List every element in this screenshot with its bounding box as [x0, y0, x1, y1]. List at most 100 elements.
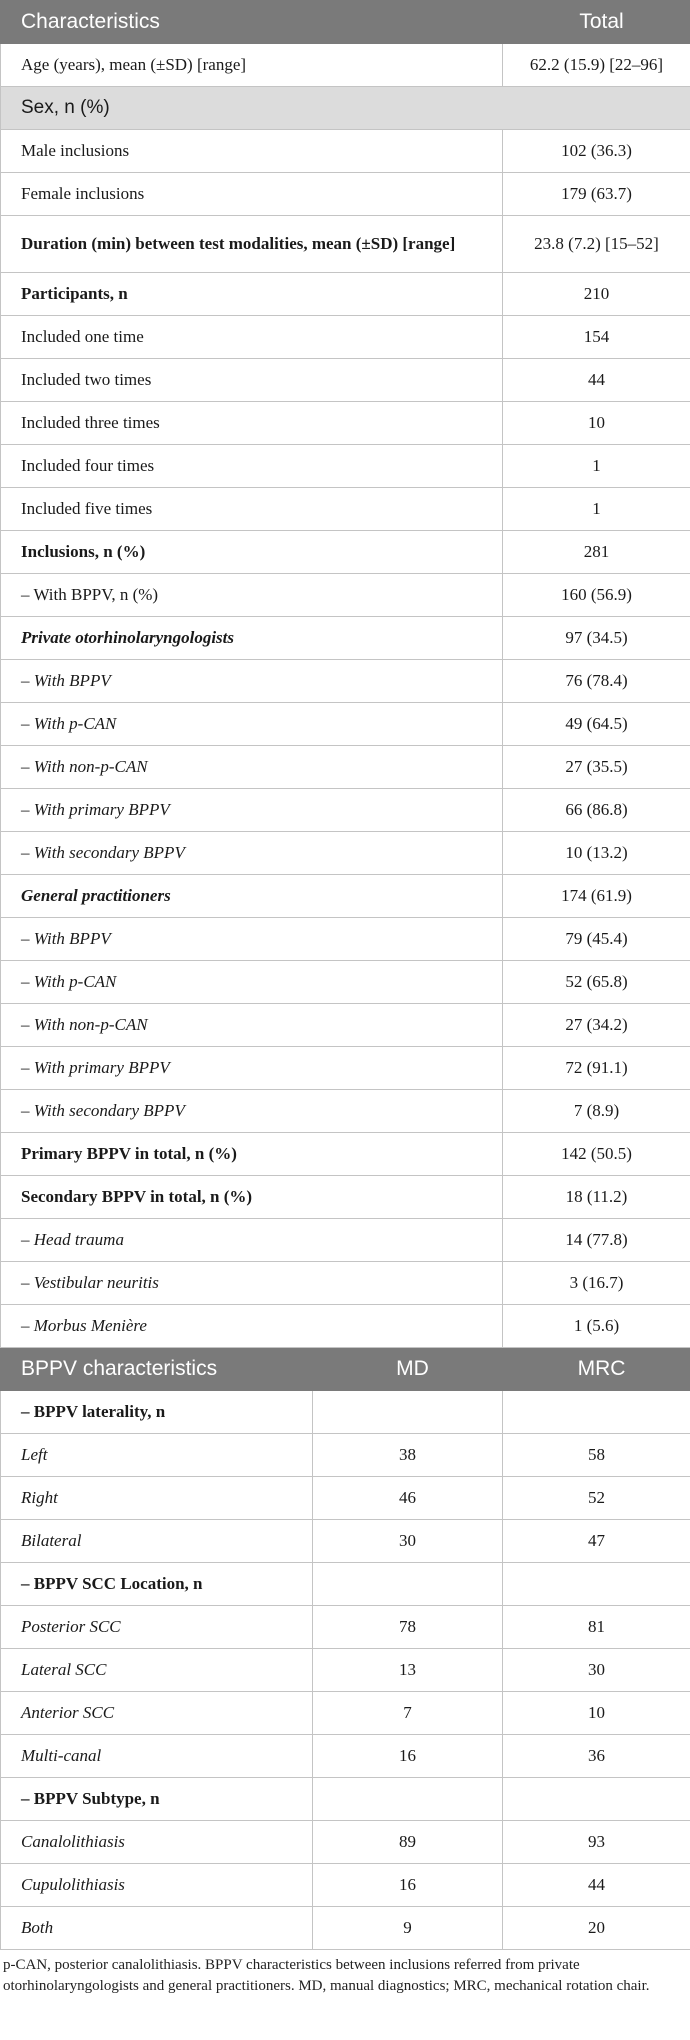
table-row: – With secondary BPPV 10 (13.2): [0, 831, 690, 875]
table-footnote: p-CAN, posterior canalolithiasis. BPPV c…: [3, 1957, 650, 1994]
row-label: – With p-CAN: [0, 960, 503, 1004]
row-label: Inclusions, n (%): [0, 530, 503, 574]
table-row: – With primary BPPV 72 (91.1): [0, 1046, 690, 1090]
table-row: Male inclusions 102 (36.3): [0, 129, 690, 173]
md-value: [312, 1562, 503, 1606]
row-label: Included three times: [0, 401, 503, 445]
table-row: Included three times 10: [0, 401, 690, 445]
row-label: – With BPPV: [0, 917, 503, 961]
table-row: Bilateral 30 47: [0, 1519, 690, 1563]
section-label: Sex, n (%): [0, 86, 690, 130]
row-value: 210: [502, 272, 690, 316]
table-row: – With BPPV 76 (78.4): [0, 659, 690, 703]
table-container: Characteristics Total Age (years), mean …: [0, 0, 690, 1994]
table-row: – With BPPV 79 (45.4): [0, 917, 690, 961]
row-label: – BPPV laterality, n: [0, 1390, 313, 1434]
row-label: – Vestibular neuritis: [0, 1261, 503, 1305]
table-row: Included four times 1: [0, 444, 690, 488]
header-mrc: MRC: [502, 1347, 690, 1391]
row-value: 76 (78.4): [502, 659, 690, 703]
row-value: 7 (8.9): [502, 1089, 690, 1133]
md-value: 30: [312, 1519, 503, 1563]
mrc-value: 44: [502, 1863, 690, 1907]
mrc-value: [502, 1390, 690, 1434]
mrc-value: 30: [502, 1648, 690, 1692]
mrc-value: 58: [502, 1433, 690, 1477]
table-row: Duration (min) between test modalities, …: [0, 215, 690, 273]
table-row: – With primary BPPV 66 (86.8): [0, 788, 690, 832]
row-label: – With BPPV: [0, 659, 503, 703]
row-value: 49 (64.5): [502, 702, 690, 746]
row-value: 18 (11.2): [502, 1175, 690, 1219]
row-value: 66 (86.8): [502, 788, 690, 832]
table-row: – With p-CAN 52 (65.8): [0, 960, 690, 1004]
md-value: 89: [312, 1820, 503, 1864]
table-row: Anterior SCC 7 10: [0, 1691, 690, 1735]
row-label: Cupulolithiasis: [0, 1863, 313, 1907]
row-label: – With non-p-CAN: [0, 745, 503, 789]
table-row: Included one time 154: [0, 315, 690, 359]
row-value: 3 (16.7): [502, 1261, 690, 1305]
table-row: – With non-p-CAN 27 (34.2): [0, 1003, 690, 1047]
row-label: Canalolithiasis: [0, 1820, 313, 1864]
row-label: – With primary BPPV: [0, 1046, 503, 1090]
table-row: Secondary BPPV in total, n (%) 18 (11.2): [0, 1175, 690, 1219]
table-row: Inclusions, n (%) 281: [0, 530, 690, 574]
mrc-value: 93: [502, 1820, 690, 1864]
table-row: Included five times 1: [0, 487, 690, 531]
row-value: 97 (34.5): [502, 616, 690, 660]
table-row: Right 46 52: [0, 1476, 690, 1520]
row-label: – BPPV SCC Location, n: [0, 1562, 313, 1606]
md-value: 16: [312, 1734, 503, 1778]
row-label: – With secondary BPPV: [0, 1089, 503, 1133]
row-value: 10 (13.2): [502, 831, 690, 875]
row-label: Age (years), mean (±SD) [range]: [0, 43, 503, 87]
row-value: 79 (45.4): [502, 917, 690, 961]
header-md: MD: [312, 1347, 503, 1391]
row-value: 160 (56.9): [502, 573, 690, 617]
md-value: [312, 1777, 503, 1821]
row-label: Private otorhinolaryngologists: [0, 616, 503, 660]
table-row: Private otorhinolaryngologists 97 (34.5): [0, 616, 690, 660]
header-characteristics: Characteristics: [0, 0, 503, 44]
mrc-value: 36: [502, 1734, 690, 1778]
md-value: 16: [312, 1863, 503, 1907]
bppv-header-row: BPPV characteristics MD MRC: [0, 1347, 690, 1391]
row-value: 52 (65.8): [502, 960, 690, 1004]
row-label: – BPPV Subtype, n: [0, 1777, 313, 1821]
table-row: – BPPV SCC Location, n: [0, 1562, 690, 1606]
table-row: Lateral SCC 13 30: [0, 1648, 690, 1692]
row-label: Included one time: [0, 315, 503, 359]
table-row: – Head trauma 14 (77.8): [0, 1218, 690, 1262]
row-label: Female inclusions: [0, 172, 503, 216]
table-row: – Morbus Menière 1 (5.6): [0, 1304, 690, 1348]
row-label: Bilateral: [0, 1519, 313, 1563]
table-row: Canalolithiasis 89 93: [0, 1820, 690, 1864]
row-label: Anterior SCC: [0, 1691, 313, 1735]
md-value: 7: [312, 1691, 503, 1735]
row-label: Included two times: [0, 358, 503, 402]
row-label: General practitioners: [0, 874, 503, 918]
row-label: – With p-CAN: [0, 702, 503, 746]
row-value: 27 (34.2): [502, 1003, 690, 1047]
table-row: – With non-p-CAN 27 (35.5): [0, 745, 690, 789]
characteristics-table: Characteristics Total Age (years), mean …: [0, 0, 690, 1950]
table-row: General practitioners 174 (61.9): [0, 874, 690, 918]
row-value: 102 (36.3): [502, 129, 690, 173]
table-row: Age (years), mean (±SD) [range] 62.2 (15.…: [0, 43, 690, 87]
table-row: – With p-CAN 49 (64.5): [0, 702, 690, 746]
md-value: [312, 1390, 503, 1434]
table-row: Both 9 20: [0, 1906, 690, 1950]
row-label: Both: [0, 1906, 313, 1950]
row-label: Included four times: [0, 444, 503, 488]
row-label: Lateral SCC: [0, 1648, 313, 1692]
mrc-value: 81: [502, 1605, 690, 1649]
row-label: – Head trauma: [0, 1218, 503, 1262]
table-row: Multi-canal 16 36: [0, 1734, 690, 1778]
row-value: 10: [502, 401, 690, 445]
row-value: 1: [502, 487, 690, 531]
row-label: Right: [0, 1476, 313, 1520]
row-label: Participants, n: [0, 272, 503, 316]
mrc-value: 47: [502, 1519, 690, 1563]
header-bppv-characteristics: BPPV characteristics: [0, 1347, 313, 1391]
